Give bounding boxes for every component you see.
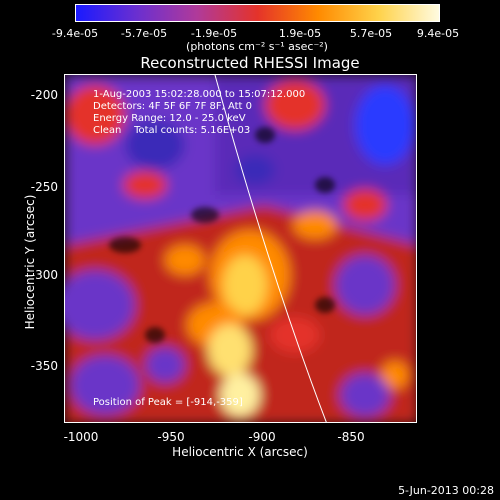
y-tick-label: -350 bbox=[30, 359, 58, 373]
y-tick-label: -200 bbox=[30, 88, 58, 102]
y-tick-label: -250 bbox=[30, 180, 58, 194]
colorbar-tick: -5.7e-05 bbox=[120, 27, 168, 40]
colorbar-tick: -1.9e-05 bbox=[190, 27, 238, 40]
colorbar-tick: -9.4e-05 bbox=[51, 27, 99, 40]
x-tick-label: -900 bbox=[248, 430, 276, 444]
colorbar-tick: 9.4e-05 bbox=[416, 27, 460, 40]
x-tick-label: -950 bbox=[157, 430, 185, 444]
x-tick-label: -850 bbox=[337, 430, 365, 444]
image-plot: 1-Aug-2003 15:02:28.000 to 15:07:12.000 … bbox=[64, 74, 417, 423]
colorbar bbox=[75, 4, 440, 22]
colorbar-unit: (photons cm⁻² s⁻¹ asec⁻²) bbox=[186, 40, 328, 53]
colorbar-tick: 5.7e-05 bbox=[349, 27, 393, 40]
overlay-peak-position: Position of Peak = [-914,-359] bbox=[93, 397, 243, 408]
overlay-detectors: Detectors: 4F 5F 6F 7F 8F, Att 0 bbox=[93, 101, 253, 112]
x-axis-title: Heliocentric X (arcsec) bbox=[172, 445, 308, 459]
overlay-total-counts: Clean Total counts: 5.16E+03 bbox=[93, 125, 251, 136]
y-axis-title: Heliocentric Y (arcsec) bbox=[23, 194, 37, 330]
overlay-time-range: 1-Aug-2003 15:02:28.000 to 15:07:12.000 bbox=[93, 89, 306, 100]
rhessi-image bbox=[65, 75, 416, 422]
y-tick-label: -300 bbox=[30, 268, 58, 282]
footer-date: 5-Jun-2013 00:28 bbox=[398, 484, 494, 497]
x-tick-label: -1000 bbox=[63, 430, 99, 444]
overlay-energy-range: Energy Range: 12.0 - 25.0 keV bbox=[93, 113, 246, 124]
colorbar-tick: 1.9e-05 bbox=[278, 27, 322, 40]
plot-title: Reconstructed RHESSI Image bbox=[140, 54, 360, 72]
